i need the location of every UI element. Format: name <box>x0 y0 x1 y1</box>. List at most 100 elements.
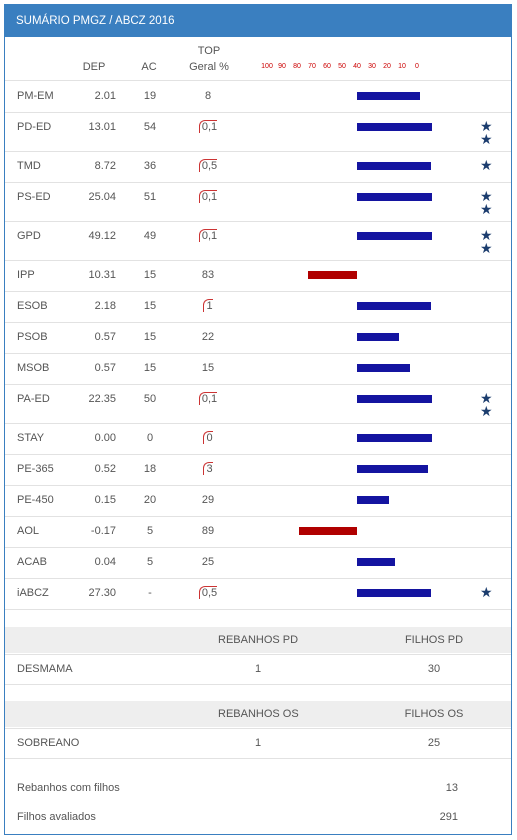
scale-label: 80 <box>293 63 301 70</box>
bar <box>357 193 432 201</box>
top: 89 <box>201 525 215 537</box>
total-label: Rebanhos com filhos <box>17 782 120 794</box>
divider <box>5 485 511 486</box>
total-label: Filhos avaliados <box>17 811 96 823</box>
top: 3 <box>168 462 248 476</box>
star: ★ <box>480 227 493 243</box>
trait: MSOB <box>17 362 50 374</box>
bar <box>357 589 432 597</box>
top: 0 <box>168 431 248 445</box>
divider <box>5 758 511 759</box>
top: 29 <box>201 494 215 506</box>
top: 8 <box>204 90 212 102</box>
divider <box>5 353 511 354</box>
star: ★ <box>480 201 493 217</box>
row-value: 1 <box>254 663 262 675</box>
top: 22 <box>201 331 215 343</box>
top: 25 <box>201 556 215 568</box>
ac: 5 <box>146 556 154 568</box>
top: 15 <box>201 362 215 374</box>
bar <box>298 527 357 535</box>
bar <box>357 123 432 131</box>
title: SUMÁRIO PMGZ / ABCZ 2016 <box>16 15 175 27</box>
dep: 8.72 <box>94 160 116 172</box>
bar <box>357 558 395 566</box>
ac: 15 <box>143 362 157 374</box>
dep: 2.18 <box>94 300 116 312</box>
ac: 36 <box>143 160 157 172</box>
ac: - <box>148 587 152 599</box>
ac: 50 <box>143 393 157 405</box>
divider <box>5 516 511 517</box>
scale-label: 0 <box>415 63 419 70</box>
dep: 0.15 <box>94 494 116 506</box>
trait: AOL <box>17 525 40 537</box>
star: ★ <box>480 390 493 406</box>
dep: 0.00 <box>94 432 116 444</box>
trait: IPP <box>17 269 35 281</box>
trait: PE-365 <box>17 463 54 475</box>
scale-label: 50 <box>338 63 346 70</box>
divider <box>5 728 511 729</box>
scale-label: 10 <box>398 63 406 70</box>
top: 1 <box>168 299 248 313</box>
scale-label: 40 <box>353 63 361 70</box>
divider <box>5 221 511 222</box>
row-label: DESMAMA <box>17 663 73 675</box>
divider <box>5 260 511 261</box>
ac: 51 <box>143 191 157 203</box>
dep: 0.52 <box>94 463 116 475</box>
scale-label: 60 <box>323 63 331 70</box>
bar <box>357 302 431 310</box>
ac: 15 <box>143 269 157 281</box>
trait: PM-EM <box>17 90 54 102</box>
bar <box>357 333 399 341</box>
ac: 15 <box>143 331 157 343</box>
top: 0,1 <box>168 392 248 406</box>
scale-label: 20 <box>383 63 391 70</box>
star: ★ <box>480 188 493 204</box>
section-col: FILHOS OS <box>404 708 464 720</box>
ac: 18 <box>143 463 157 475</box>
total-value: 291 <box>439 811 458 823</box>
top: 0,5 <box>168 159 248 173</box>
bar <box>357 232 432 240</box>
bar <box>357 364 410 372</box>
bar <box>357 162 432 170</box>
divider <box>5 609 511 610</box>
section-col: REBANHOS PD <box>218 634 299 646</box>
row-value: 30 <box>427 663 441 675</box>
trait: PE-450 <box>17 494 54 506</box>
dep: 0.04 <box>94 556 116 568</box>
star: ★ <box>480 118 493 134</box>
row-value: 1 <box>254 737 262 749</box>
col-header: Geral % <box>189 61 229 73</box>
section-col: REBANHOS OS <box>218 708 299 720</box>
scale-label: 70 <box>308 63 316 70</box>
ac: 15 <box>143 300 157 312</box>
star: ★ <box>480 240 493 256</box>
section-header <box>5 627 511 653</box>
divider <box>5 182 511 183</box>
bar <box>357 496 389 504</box>
dep: 2.01 <box>94 90 116 102</box>
star: ★ <box>480 157 493 173</box>
top: 0,1 <box>168 229 248 243</box>
top: 0,1 <box>168 120 248 134</box>
dep: 0.57 <box>94 331 116 343</box>
row-value: 25 <box>427 737 441 749</box>
bar <box>357 92 420 100</box>
dep: -0.17 <box>90 525 116 537</box>
divider <box>5 291 511 292</box>
ac: 20 <box>143 494 157 506</box>
dep: 22.35 <box>88 393 116 405</box>
total-value: 13 <box>445 782 458 794</box>
trait: ACAB <box>17 556 47 568</box>
bar <box>357 434 432 442</box>
divider <box>5 112 511 113</box>
section-col: FILHOS PD <box>404 634 464 646</box>
scale-label: 30 <box>368 63 376 70</box>
divider <box>5 684 511 685</box>
top: 83 <box>201 269 215 281</box>
